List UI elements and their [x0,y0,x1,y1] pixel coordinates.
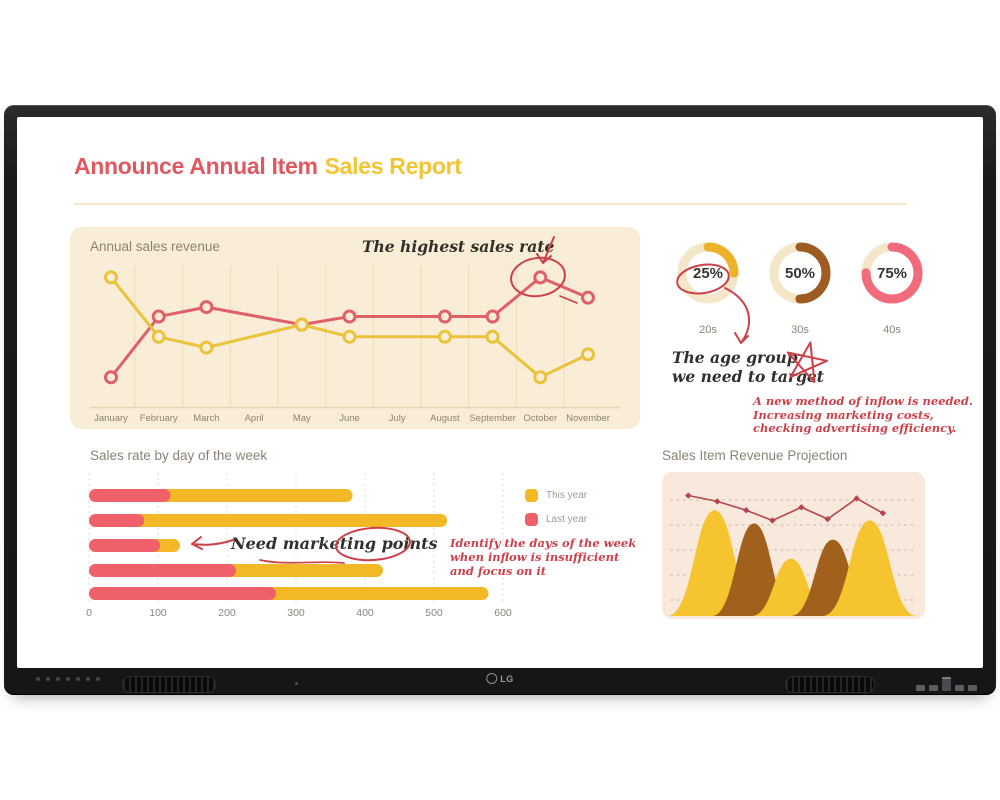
donut-gauge-40s: 75% 40s [849,235,935,336]
usb-port-icon[interactable] [955,685,964,691]
svg-text:January: January [94,413,128,424]
annotation-age-group-line2: we need to target [672,367,824,386]
donut-gauge-20s: 25% 20s [665,235,751,336]
svg-text:600: 600 [494,607,512,619]
identify-note-line2: when inflow is insufficient [450,550,620,564]
brand-logo-text: LG [500,673,514,684]
bezel-button[interactable] [66,677,70,681]
annotation-inflow-note: A new method of inflow is needed. Increa… [753,394,973,436]
bar-chart-title: Sales rate by day of the week [90,448,268,463]
svg-text:May: May [293,413,311,424]
annotation-marketing-points: Need marketing points [231,534,438,553]
projection-title: Sales Item Revenue Projection [662,448,848,463]
inflow-note-line3: checking advertising efficiency. [753,421,957,435]
weekly-bar-chart: 0 100 200 300 400 500 600 [86,473,512,619]
usb-port-icon[interactable] [916,685,925,691]
legend-last-year: Last year [525,513,587,526]
annotation-identify-note: Identify the days of the week when inflo… [450,536,636,578]
annotation-highest-sales: The highest sales rate [362,237,555,256]
svg-text:September: September [469,413,515,424]
bezel-button[interactable] [86,677,90,681]
speaker-grille-right [785,676,875,693]
svg-text:August: August [430,413,460,424]
svg-text:50%: 50% [785,265,815,282]
svg-text:25%: 25% [693,265,723,282]
identify-note-line3: and focus on it [450,564,547,578]
svg-text:June: June [339,413,360,424]
svg-text:400: 400 [356,607,374,619]
identify-note-line1: Identify the days of the week [450,536,637,550]
inflow-note-line1: A new method of inflow is needed. [753,394,973,408]
annual-sales-panel: January February March April May June July Augu… [70,227,640,429]
donut-label: 20s [699,324,717,336]
page-title: Announce Annual Item Sales Report [74,153,462,180]
svg-text:200: 200 [218,607,236,619]
svg-text:April: April [245,413,264,424]
bezel-button[interactable] [36,677,40,681]
age-donut-charts: 25% 20s 50% 30s 75% 40s [665,235,935,336]
donut-label: 40s [883,324,901,336]
annual-sales-title: Annual sales revenue [90,239,220,254]
usb-dongle-icon[interactable] [942,677,951,691]
bezel-button[interactable] [76,677,80,681]
legend-label-last-year: Last year [546,514,588,525]
legend-swatch-last-year [525,513,538,526]
svg-text:500: 500 [425,607,443,619]
usb-port-icon[interactable] [968,685,977,691]
usb-port-icon[interactable] [929,685,938,691]
svg-text:March: March [193,413,219,424]
legend-this-year: This year [525,489,587,502]
svg-text:75%: 75% [877,265,907,282]
speaker-grille-left [122,676,216,693]
bezel-button[interactable] [96,677,100,681]
legend-label-this-year: This year [546,490,588,501]
donut-gauge-30s: 50% 30s [757,235,843,336]
projection-panel [662,472,925,619]
bezel-button-row [36,677,100,681]
projection-area-chart [667,492,918,616]
title-part-red: Announce Annual Item [74,153,318,179]
title-divider [74,203,907,205]
bezel-button[interactable] [46,677,50,681]
title-part-yellow: Sales Report [324,153,462,179]
inflow-note-line2: Increasing marketing costs, [753,407,934,422]
annotation-age-group: The age group we need to target [672,348,824,386]
svg-text:0: 0 [86,607,92,619]
svg-text:300: 300 [287,607,305,619]
annual-sales-line-chart: January February March April May June July Augu… [90,265,620,424]
display-screen: Announce Annual Item Sales Report January… [17,117,983,668]
lg-circle-icon [486,673,498,684]
svg-text:October: October [523,413,557,424]
donut-label: 30s [791,324,809,336]
brand-logo: LG [486,673,514,684]
svg-text:100: 100 [149,607,167,619]
ir-sensor-dot [295,682,298,685]
svg-text:November: November [566,413,610,424]
bezel-button[interactable] [56,677,60,681]
bar-chart-legend: This year Last year [525,489,587,537]
annotation-age-group-line1: The age group [672,348,798,367]
front-port-cluster [916,677,977,691]
legend-swatch-this-year [525,489,538,502]
svg-text:February: February [140,413,178,424]
monitor-frame: Announce Annual Item Sales Report January… [4,105,996,695]
svg-text:July: July [389,413,406,424]
